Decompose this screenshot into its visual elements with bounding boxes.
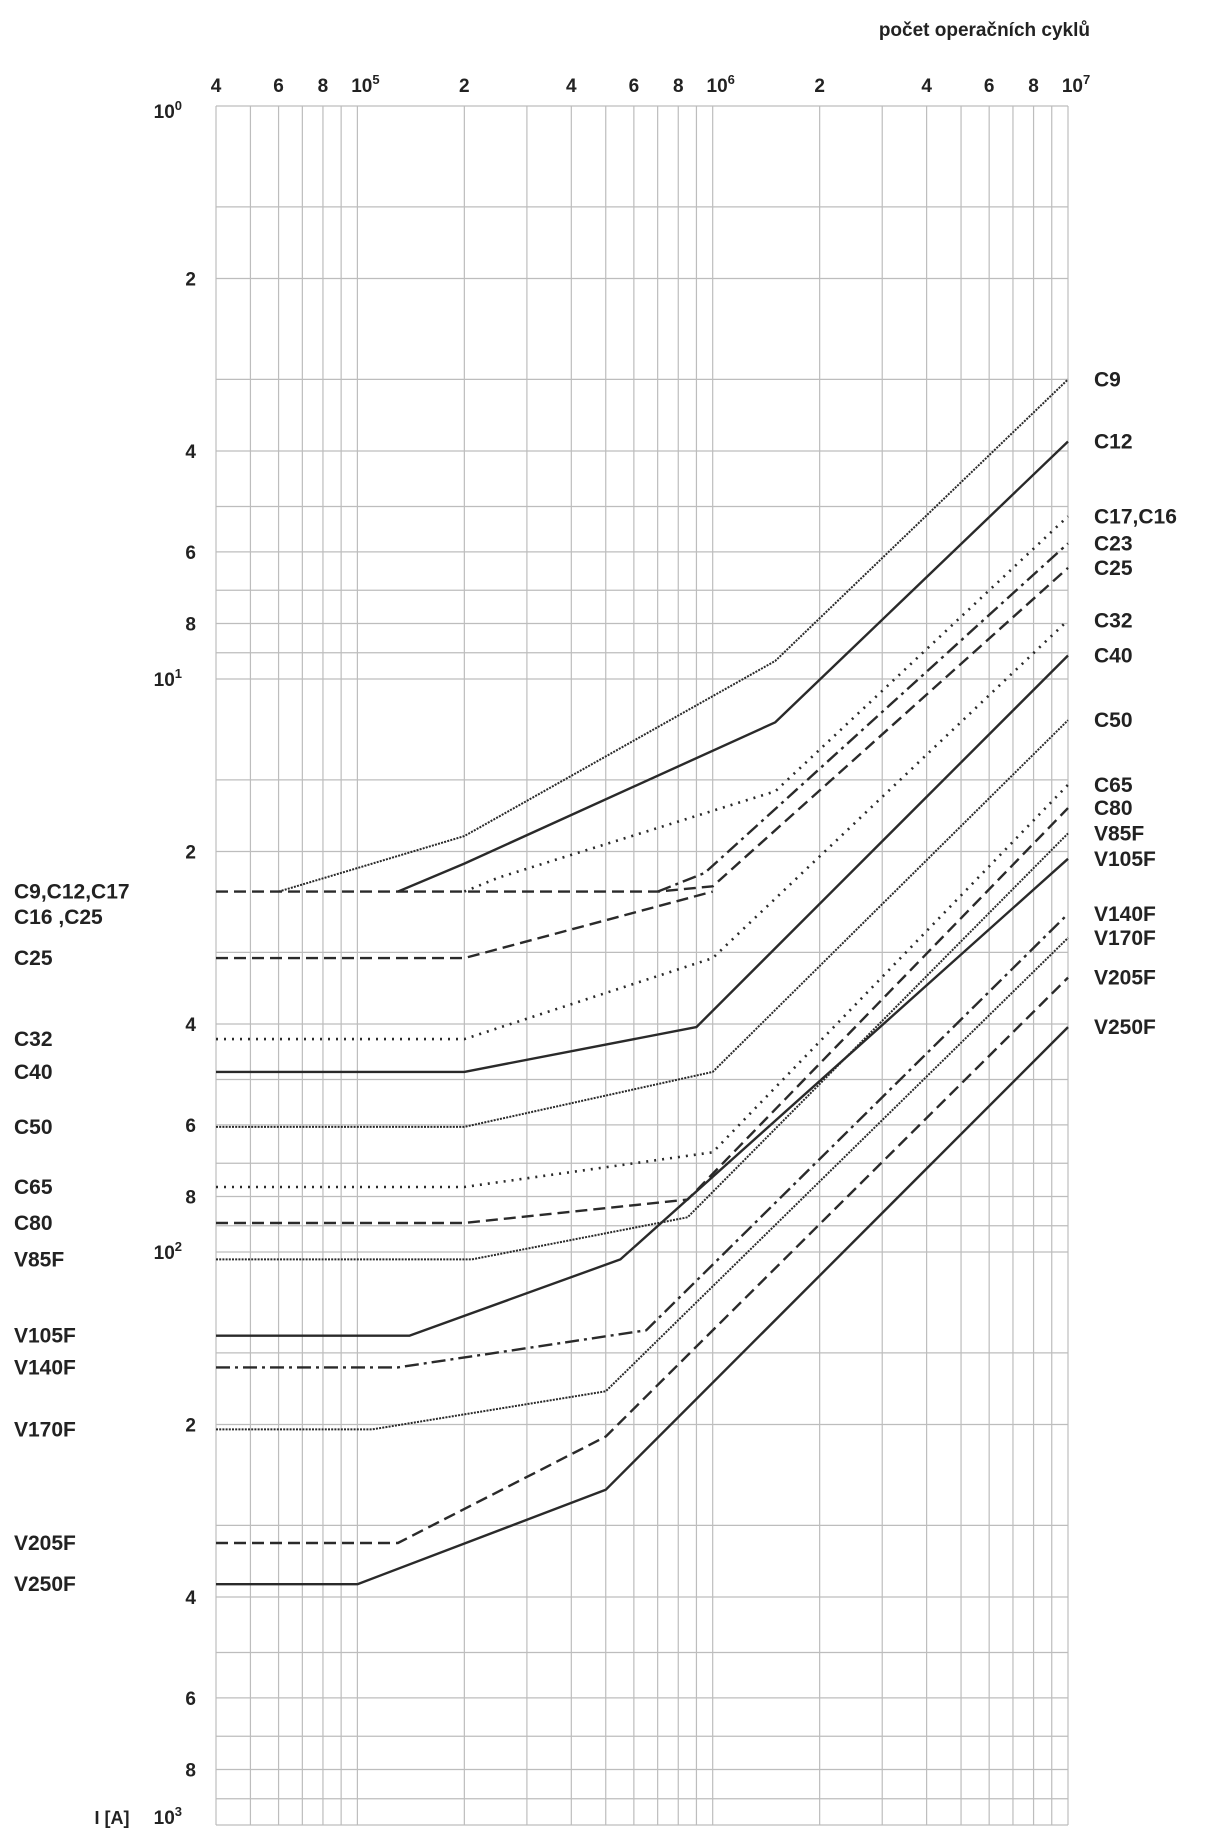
x-tick-label: 8 — [673, 76, 684, 97]
x-tick-label: 2 — [814, 76, 825, 97]
x-tick-label: 8 — [318, 76, 329, 97]
left-label: C40 — [14, 1061, 53, 1084]
right-label: C23 — [1094, 532, 1133, 555]
x-tick-label: 106 — [707, 72, 735, 97]
series-line-c25 — [216, 567, 1069, 893]
x-tick-label: 4 — [921, 76, 932, 97]
left-label: V250F — [14, 1573, 76, 1596]
x-tick-label: 2 — [459, 76, 470, 97]
series-line-v205f — [216, 976, 1069, 1545]
right-label: V170F — [1094, 927, 1156, 950]
left-label: C16 ,C25 — [14, 906, 103, 929]
y-tick-label: 6 — [185, 543, 196, 564]
left-label: C32 — [14, 1028, 53, 1051]
y-tick-labels: 100 2 4 6 8 101 2 4 6 8 102 2 4 6 8 103 — [154, 98, 197, 1829]
y-tick-label: 8 — [185, 1760, 196, 1781]
left-label: C80 — [14, 1212, 53, 1235]
right-label: V250F — [1094, 1016, 1156, 1039]
y-tick-label: 8 — [185, 1187, 196, 1208]
y-tick-label: 2 — [185, 1415, 196, 1436]
y-tick-label: 4 — [185, 1015, 196, 1036]
left-label: V205F — [14, 1532, 76, 1555]
series-layer — [216, 378, 1069, 1586]
right-label: V105F — [1094, 848, 1156, 871]
right-label: V85F — [1094, 822, 1144, 845]
x-tick-label: 6 — [273, 76, 284, 97]
series-line-c17-c16 — [463, 515, 1069, 893]
grid — [215, 105, 1069, 1826]
x-tick-label: 4 — [211, 76, 222, 97]
y-axis-title: I [A] — [95, 1808, 130, 1828]
left-label: C9,C12,C17 — [14, 881, 130, 904]
series-line-c9 — [278, 378, 1069, 893]
y-tick-label: 102 — [154, 1239, 182, 1264]
series-line-c80 — [216, 807, 1069, 1225]
y-tick-label: 101 — [154, 666, 182, 691]
right-label: V140F — [1094, 903, 1156, 926]
y-tick-label: 103 — [154, 1804, 182, 1829]
y-tick-label: 2 — [185, 842, 196, 863]
series-line-c12 — [397, 440, 1069, 893]
x-tick-labels: 4 6 8 105 2 4 6 8 106 2 4 6 8 107 — [211, 72, 1090, 97]
right-label: C25 — [1094, 557, 1133, 580]
x-tick-label: 107 — [1062, 72, 1090, 97]
x-tick-label: 105 — [351, 72, 379, 97]
x-tick-label: 6 — [984, 76, 995, 97]
series-line-v250f — [216, 1026, 1069, 1586]
x-tick-label: 8 — [1028, 76, 1039, 97]
series-line-c65 — [216, 783, 1069, 1189]
x-axis-title: počet operačních cyklů — [879, 20, 1090, 41]
series-line-v140f — [216, 913, 1069, 1369]
series-line-c25 — [216, 890, 714, 960]
y-tick-label: 100 — [154, 98, 182, 123]
x-tick-label: 6 — [629, 76, 640, 97]
y-tick-label: 4 — [185, 442, 196, 463]
series-line-c50 — [216, 719, 1069, 1128]
right-label: C9 — [1094, 368, 1121, 391]
x-tick-label: 4 — [566, 76, 577, 97]
series-line-v85f — [216, 832, 1069, 1261]
left-label: C50 — [14, 1116, 53, 1139]
left-label: V170F — [14, 1418, 76, 1441]
y-tick-label: 6 — [185, 1689, 196, 1710]
left-label: V140F — [14, 1356, 76, 1379]
right-label: C12 — [1094, 430, 1133, 453]
right-label: C65 — [1094, 774, 1133, 797]
y-tick-label: 8 — [185, 614, 196, 635]
series-line-v170f — [216, 937, 1069, 1431]
left-label: C25 — [14, 947, 53, 970]
right-label: V205F — [1094, 967, 1156, 990]
right-label: C32 — [1094, 609, 1133, 632]
y-tick-label: 6 — [185, 1116, 196, 1137]
right-label: C50 — [1094, 709, 1133, 732]
y-tick-label: 2 — [185, 269, 196, 290]
left-label: C65 — [14, 1176, 53, 1199]
series-line-v105f — [216, 857, 1069, 1337]
right-label: C80 — [1094, 797, 1133, 820]
left-label: V85F — [14, 1248, 64, 1271]
left-label: V105F — [14, 1325, 76, 1348]
series-line-c40 — [216, 654, 1069, 1074]
y-tick-label: 4 — [185, 1588, 196, 1609]
right-label: C40 — [1094, 645, 1133, 668]
right-label: C17,C16 — [1094, 505, 1177, 528]
